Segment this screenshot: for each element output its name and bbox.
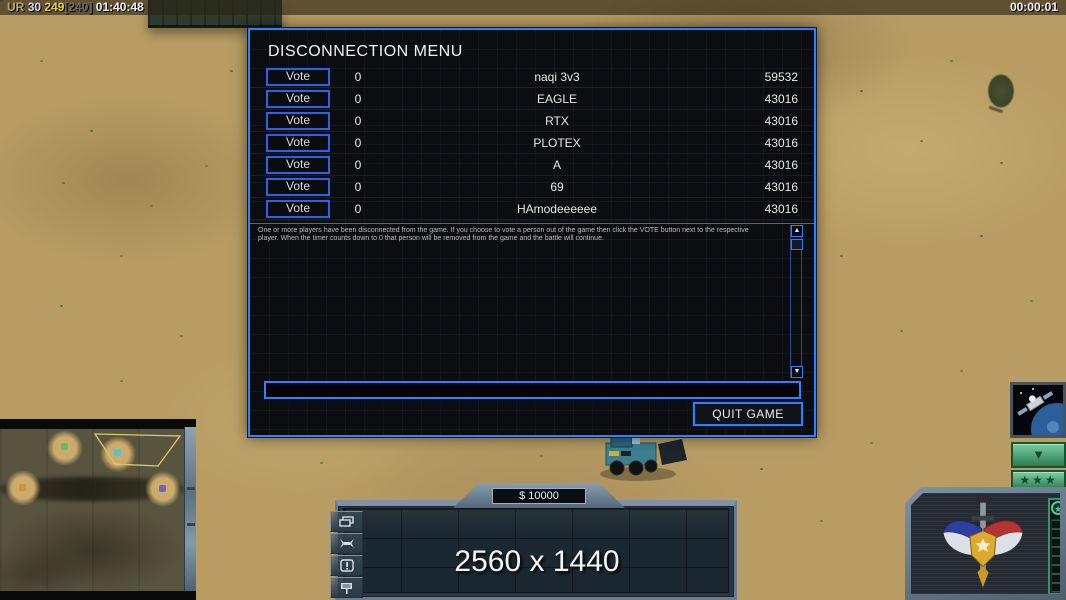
vote-count: 0 — [354, 113, 362, 128]
player-name: naqi 3v3 — [534, 69, 580, 84]
top-status-bar: UR 30 249[240] 01:40:48 00:00:01 — [0, 0, 1066, 15]
player-ping: 43016 — [764, 179, 798, 194]
player-name: RTX — [545, 113, 569, 128]
player-row: Vote 0 naqi 3v3 59532 — [250, 66, 814, 88]
player-row: Vote 0 PLOTEX 43016 — [250, 132, 814, 154]
player-name: PLOTEX — [533, 135, 581, 150]
command-grid-panel: 2560 x 1440 — [343, 508, 729, 593]
disconnect-info-panel: One or more players have been disconnect… — [250, 223, 814, 380]
rank-star-icon: ★ — [1051, 501, 1060, 515]
vote-button[interactable]: Vote — [266, 133, 330, 152]
player-row: Vote 0 RTX 43016 — [250, 110, 814, 132]
vote-count: 0 — [354, 201, 362, 216]
vote-count: 0 — [354, 91, 362, 106]
scroll-down-icon[interactable]: ▼ — [791, 366, 803, 378]
portrait-display: ★ — [911, 493, 1060, 594]
supply-value: 249 — [44, 0, 65, 14]
minimap[interactable] — [0, 429, 184, 591]
experience-segments — [1051, 519, 1060, 593]
player-name: HAmodeeeeee — [516, 201, 598, 216]
scroll-up-icon[interactable]: ▲ — [791, 225, 803, 237]
scrollbar[interactable]: ▲ ▼ — [790, 225, 803, 378]
player-ping: 43016 — [764, 91, 798, 106]
satellite-cameo[interactable] — [1010, 382, 1066, 455]
minimap-camera-frustum — [93, 433, 182, 467]
down-arrow-icon: ▼ — [1032, 447, 1045, 462]
tree — [983, 68, 1019, 114]
player-row: Vote 0 A 43016 — [250, 154, 814, 176]
faction-label: UR — [7, 0, 25, 14]
vote-count: 0 — [354, 69, 362, 84]
supply-cap: [240] — [64, 0, 93, 14]
quit-game-button[interactable]: QUIT GAME — [692, 401, 804, 427]
stars-icon: ★★★ — [1019, 473, 1058, 487]
minimap-bottom-trim — [0, 591, 196, 600]
player-ping: 43016 — [764, 113, 798, 128]
vote-count: 0 — [354, 135, 362, 150]
minimap-panel — [0, 419, 196, 600]
stacked-windows-icon[interactable] — [330, 511, 363, 532]
player-list: Vote 0 naqi 3v3 59532 Vote 0 EAGLE 43016… — [250, 66, 814, 220]
command-bar: $ 10000 2560 x 1440 — [330, 481, 737, 600]
player-ping: 43016 — [764, 157, 798, 172]
minimap-side-frame — [184, 427, 196, 593]
resolution-watermark: 2560 x 1440 — [454, 545, 620, 578]
disconnect-countdown: 00:00:01 — [1009, 0, 1058, 14]
vote-button[interactable]: Vote — [266, 89, 330, 108]
vote-count: 0 — [354, 157, 362, 172]
experience-bar: ★ — [1048, 498, 1060, 594]
money-display: $ 10000 — [492, 487, 586, 504]
dialog-title: DISCONNECTION MENU — [268, 43, 463, 60]
player-name: 69 — [550, 179, 564, 194]
game-time: 01:40:48 — [95, 0, 144, 14]
selection-portrait-panel: ★ — [905, 487, 1066, 600]
minimap-unit-teal — [114, 449, 121, 456]
player-name: EAGLE — [536, 91, 578, 106]
faction-emblem — [942, 497, 1024, 588]
vote-button[interactable]: Vote — [266, 111, 330, 130]
player-row: Vote 0 EAGLE 43016 — [250, 88, 814, 110]
vote-button[interactable]: Vote — [266, 177, 330, 196]
alert-icon[interactable] — [330, 555, 363, 576]
minimap-top-trim — [0, 419, 196, 429]
player-row: Vote 0 HAmodeeeeee 43016 — [250, 198, 814, 220]
scrollbar-thumb[interactable] — [791, 239, 803, 250]
minimap-unit-orange — [19, 484, 26, 491]
player-row: Vote 0 69 43016 — [250, 176, 814, 198]
vote-count: 0 — [354, 179, 362, 194]
minimap-unit-green — [61, 443, 68, 450]
money-tab: $ 10000 — [453, 483, 625, 508]
player-name: A — [552, 157, 561, 172]
flag-icon[interactable] — [330, 577, 363, 598]
wrench-icon[interactable] — [330, 533, 363, 554]
options-collapse-button[interactable]: ▼ — [1011, 442, 1066, 468]
vote-button[interactable]: Vote — [266, 199, 330, 218]
disconnection-menu-dialog: DISCONNECTION MENU Vote 0 naqi 3v3 59532… — [248, 28, 816, 437]
resource-readout: UR 30 249[240] 01:40:48 — [7, 0, 144, 15]
chat-input[interactable] — [264, 381, 801, 399]
vote-button[interactable]: Vote — [266, 67, 330, 86]
minimap-unit-purple — [159, 485, 166, 492]
player-ping: 43016 — [764, 201, 798, 216]
vote-button[interactable]: Vote — [266, 155, 330, 174]
player-ping: 43016 — [764, 135, 798, 150]
dozer-unit[interactable] — [588, 434, 692, 482]
disconnect-info-text: One or more players have been disconnect… — [258, 227, 749, 242]
power-value: 30 — [27, 0, 42, 14]
player-ping: 59532 — [764, 69, 798, 84]
